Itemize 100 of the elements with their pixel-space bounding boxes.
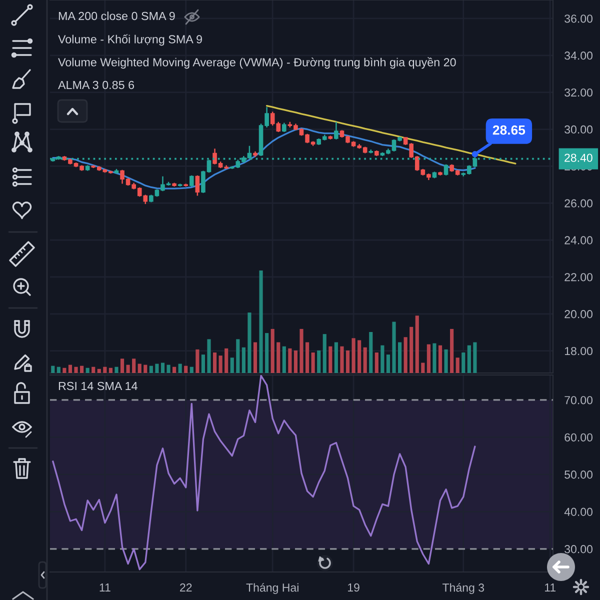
annotation: MA 200 close 0 SMA 9 [58,12,175,20]
bar [410,326,414,373]
bar [92,366,96,373]
bar [68,364,72,373]
bar [432,343,436,373]
y-tick-label: 24.00 [564,236,593,244]
candlestick [195,174,200,196]
bar [438,345,442,373]
bar [126,364,130,373]
x-tick-label: 11 [100,584,110,592]
annotation: Volume - Khối lượng SMA 9 [58,34,202,46]
bar [450,328,454,373]
bar [230,358,234,373]
bar [340,346,344,373]
bar [172,366,176,373]
x-tick-label: 19 [348,583,360,592]
x-tick-label: 22 [180,583,192,592]
bar [398,342,402,373]
bar [270,328,274,373]
bar [120,358,124,373]
y-tick-label: 18.00 [564,346,593,356]
bar [444,349,448,373]
bar [421,362,425,373]
y-tick-label: 40.00 [564,508,593,516]
bar [374,352,378,373]
bar [97,368,101,373]
bar [242,347,246,373]
bar [224,348,228,373]
bar [132,358,136,373]
bar [380,345,384,373]
bar [248,312,252,373]
bar [358,340,362,373]
y-tick-label: 70.00 [564,396,593,404]
x-tick-label: Tháng Hai [246,583,298,594]
bar [196,349,200,373]
bar [236,339,240,373]
bar [51,366,55,373]
bar [86,368,90,373]
candlestick [334,121,338,140]
bar [456,358,460,373]
bar [404,337,408,373]
annotation: ALMA 3 0.85 6 [58,80,134,90]
bar [80,366,84,373]
candlestick [282,122,286,133]
x-tick-label: Tháng 3 [442,583,484,594]
bar [282,346,286,373]
bar [300,328,304,373]
y-tick-label: 30.00 [564,545,593,554]
bar [265,333,269,373]
bar [108,368,112,373]
bar [155,364,159,373]
bar [288,348,292,373]
bar [426,344,430,373]
bar [114,366,118,373]
y-tick-label: 32.00 [564,88,593,97]
annotation: Volume Weighted Moving Average (VWMA) - Đường trung bình gia quyền 20 [58,57,456,69]
bar [322,334,326,373]
bar [138,364,142,373]
bar [352,338,356,373]
annotation: 28.65 [492,125,526,135]
bar [103,366,107,373]
y-tick-label: 30.00 [564,125,593,134]
bar [207,339,211,373]
bar [160,362,165,373]
bar [328,346,332,373]
bar [473,342,477,373]
bar [305,342,310,373]
y-tick-label: 26.00 [564,199,593,208]
bar [386,354,390,373]
bar [363,347,367,373]
bar [276,342,280,373]
bar [415,316,419,373]
line-series [52,375,476,570]
bar [392,322,396,373]
y-tick-label: 36.00 [564,14,593,23]
bar [201,354,206,373]
bar [62,368,66,373]
bar [346,350,350,373]
bar [166,364,170,373]
bar [259,270,263,373]
bar [149,366,153,373]
bar [467,345,471,373]
bar [311,352,315,373]
bar [317,350,321,373]
candlestick [444,164,448,176]
y-tick-label: 22.00 [564,273,593,282]
bar [178,364,182,373]
y-tick-label: 50.00 [564,470,593,479]
bar [74,366,78,373]
bar [253,342,258,373]
y-tick-label: 60.00 [564,433,593,442]
y-tick-label: 34.00 [564,52,593,60]
candlestick [189,174,194,188]
bar [144,364,148,373]
bar [294,350,298,373]
bar [56,366,60,373]
bar [212,352,217,373]
bar [218,356,222,373]
chart-title: RSI 14 SMA 14 [58,382,138,390]
ref-line-label: 28.40 [564,154,592,162]
